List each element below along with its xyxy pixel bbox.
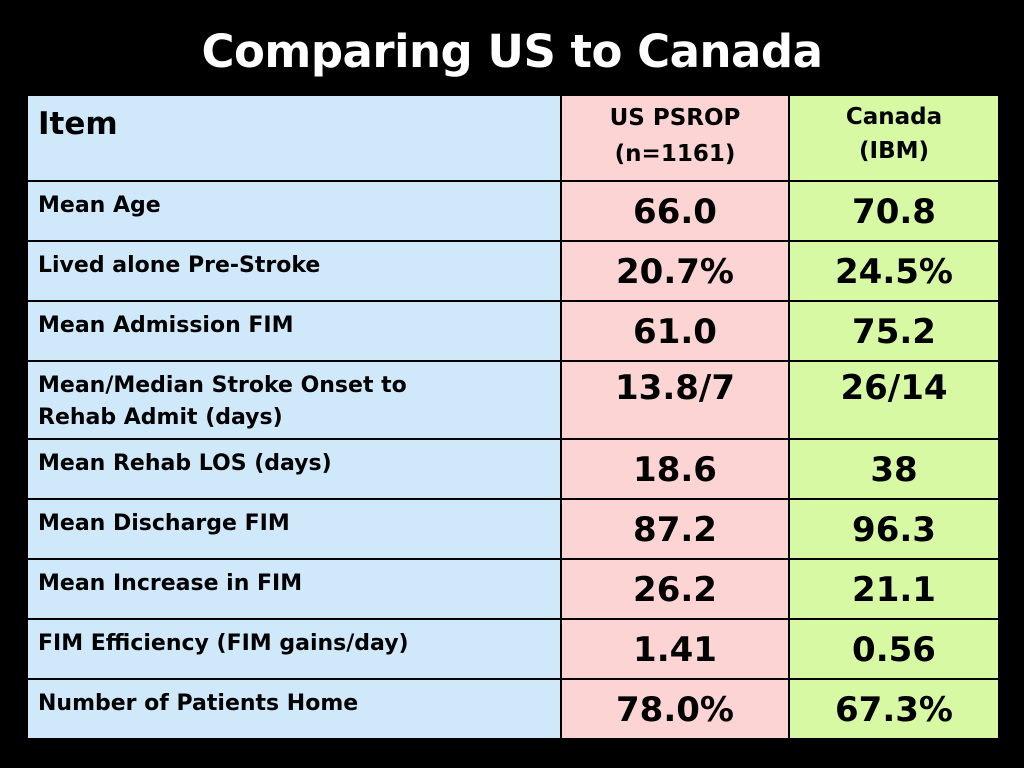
row-label-line1: Mean/Median Stroke Onset to: [38, 373, 407, 398]
us-value: 13.8/7: [615, 368, 735, 408]
table-row: Lived alone Pre-Stroke 20.7% 24.5%: [26, 240, 1000, 302]
header-us-cell: US PSROP (n=1161): [560, 94, 790, 182]
canada-value-cell: 24.5%: [788, 240, 1000, 302]
table-row: Mean Rehab LOS (days) 18.6 38: [26, 438, 1000, 500]
table-row: Mean Age 66.0 70.8: [26, 180, 1000, 242]
row-label-cell: Lived alone Pre-Stroke: [26, 240, 562, 302]
us-value: 78.0%: [616, 690, 734, 730]
header-canada-line1: Canada: [845, 104, 943, 130]
us-value-cell: 20.7%: [560, 240, 790, 302]
table-row: Mean/Median Stroke Onset to Rehab Admit …: [26, 360, 1000, 440]
canada-value-cell: 0.56: [788, 618, 1000, 680]
row-label-cell: Number of Patients Home: [26, 678, 562, 740]
row-label: Mean Discharge FIM: [38, 511, 290, 536]
header-canada-cell: Canada (IBM): [788, 94, 1000, 182]
comparison-table: Item US PSROP (n=1161) Canada (IBM) Mean…: [26, 94, 1000, 740]
us-value-cell: 87.2: [560, 498, 790, 560]
us-value: 20.7%: [616, 252, 734, 292]
table-header-row: Item US PSROP (n=1161) Canada (IBM): [26, 94, 1000, 182]
row-label-cell: Mean Rehab LOS (days): [26, 438, 562, 500]
us-value-cell: 66.0: [560, 180, 790, 242]
canada-value: 26/14: [840, 368, 948, 408]
canada-value-cell: 67.3%: [788, 678, 1000, 740]
table-row: Mean Admission FIM 61.0 75.2: [26, 300, 1000, 362]
header-us-line2: (n=1161): [614, 141, 736, 167]
us-value-cell: 26.2: [560, 558, 790, 620]
us-value: 87.2: [633, 510, 717, 550]
row-label-cell: Mean Discharge FIM: [26, 498, 562, 560]
canada-value: 96.3: [852, 510, 936, 550]
canada-value-cell: 75.2: [788, 300, 1000, 362]
table-row: Mean Increase in FIM 26.2 21.1: [26, 558, 1000, 620]
us-value: 61.0: [633, 312, 717, 352]
us-value-cell: 13.8/7: [560, 360, 790, 440]
header-item-cell: Item: [26, 94, 562, 182]
row-label-cell: Mean/Median Stroke Onset to Rehab Admit …: [26, 360, 562, 440]
us-value: 66.0: [633, 192, 717, 232]
us-value-cell: 18.6: [560, 438, 790, 500]
row-label: Number of Patients Home: [38, 691, 359, 716]
canada-value: 75.2: [852, 312, 936, 352]
table-row: Number of Patients Home 78.0% 67.3%: [26, 678, 1000, 740]
header-item-label: Item: [38, 106, 118, 142]
slide-title: Comparing US to Canada: [201, 25, 823, 78]
row-label-line2: Rehab Admit (days): [38, 405, 283, 430]
row-label: Mean Rehab LOS (days): [38, 451, 332, 476]
us-value: 18.6: [633, 450, 717, 490]
row-label: Mean Age: [38, 193, 161, 218]
row-label-cell: Mean Age: [26, 180, 562, 242]
row-label: FIM Efficiency (FIM gains/day): [38, 631, 409, 656]
us-value-cell: 1.41: [560, 618, 790, 680]
us-value: 26.2: [633, 570, 717, 610]
canada-value: 24.5%: [835, 252, 953, 292]
table-row: Mean Discharge FIM 87.2 96.3: [26, 498, 1000, 560]
us-value-cell: 78.0%: [560, 678, 790, 740]
row-label: Mean Increase in FIM: [38, 571, 303, 596]
us-value-cell: 61.0: [560, 300, 790, 362]
canada-value: 67.3%: [835, 690, 953, 730]
row-label-cell: Mean Increase in FIM: [26, 558, 562, 620]
us-value: 1.41: [633, 630, 717, 670]
canada-value: 0.56: [852, 630, 936, 670]
canada-value-cell: 96.3: [788, 498, 1000, 560]
row-label: Mean Admission FIM: [38, 313, 294, 338]
table-row: FIM Efficiency (FIM gains/day) 1.41 0.56: [26, 618, 1000, 680]
header-canada-line2: (IBM): [859, 138, 929, 164]
row-label-cell: FIM Efficiency (FIM gains/day): [26, 618, 562, 680]
canada-value: 21.1: [852, 570, 936, 610]
canada-value-cell: 38: [788, 438, 1000, 500]
canada-value: 70.8: [852, 192, 936, 232]
header-us-line1: US PSROP: [609, 105, 741, 131]
canada-value-cell: 70.8: [788, 180, 1000, 242]
canada-value-cell: 21.1: [788, 558, 1000, 620]
canada-value-cell: 26/14: [788, 360, 1000, 440]
canada-value: 38: [870, 450, 918, 490]
row-label: Lived alone Pre-Stroke: [38, 253, 321, 278]
row-label-cell: Mean Admission FIM: [26, 300, 562, 362]
